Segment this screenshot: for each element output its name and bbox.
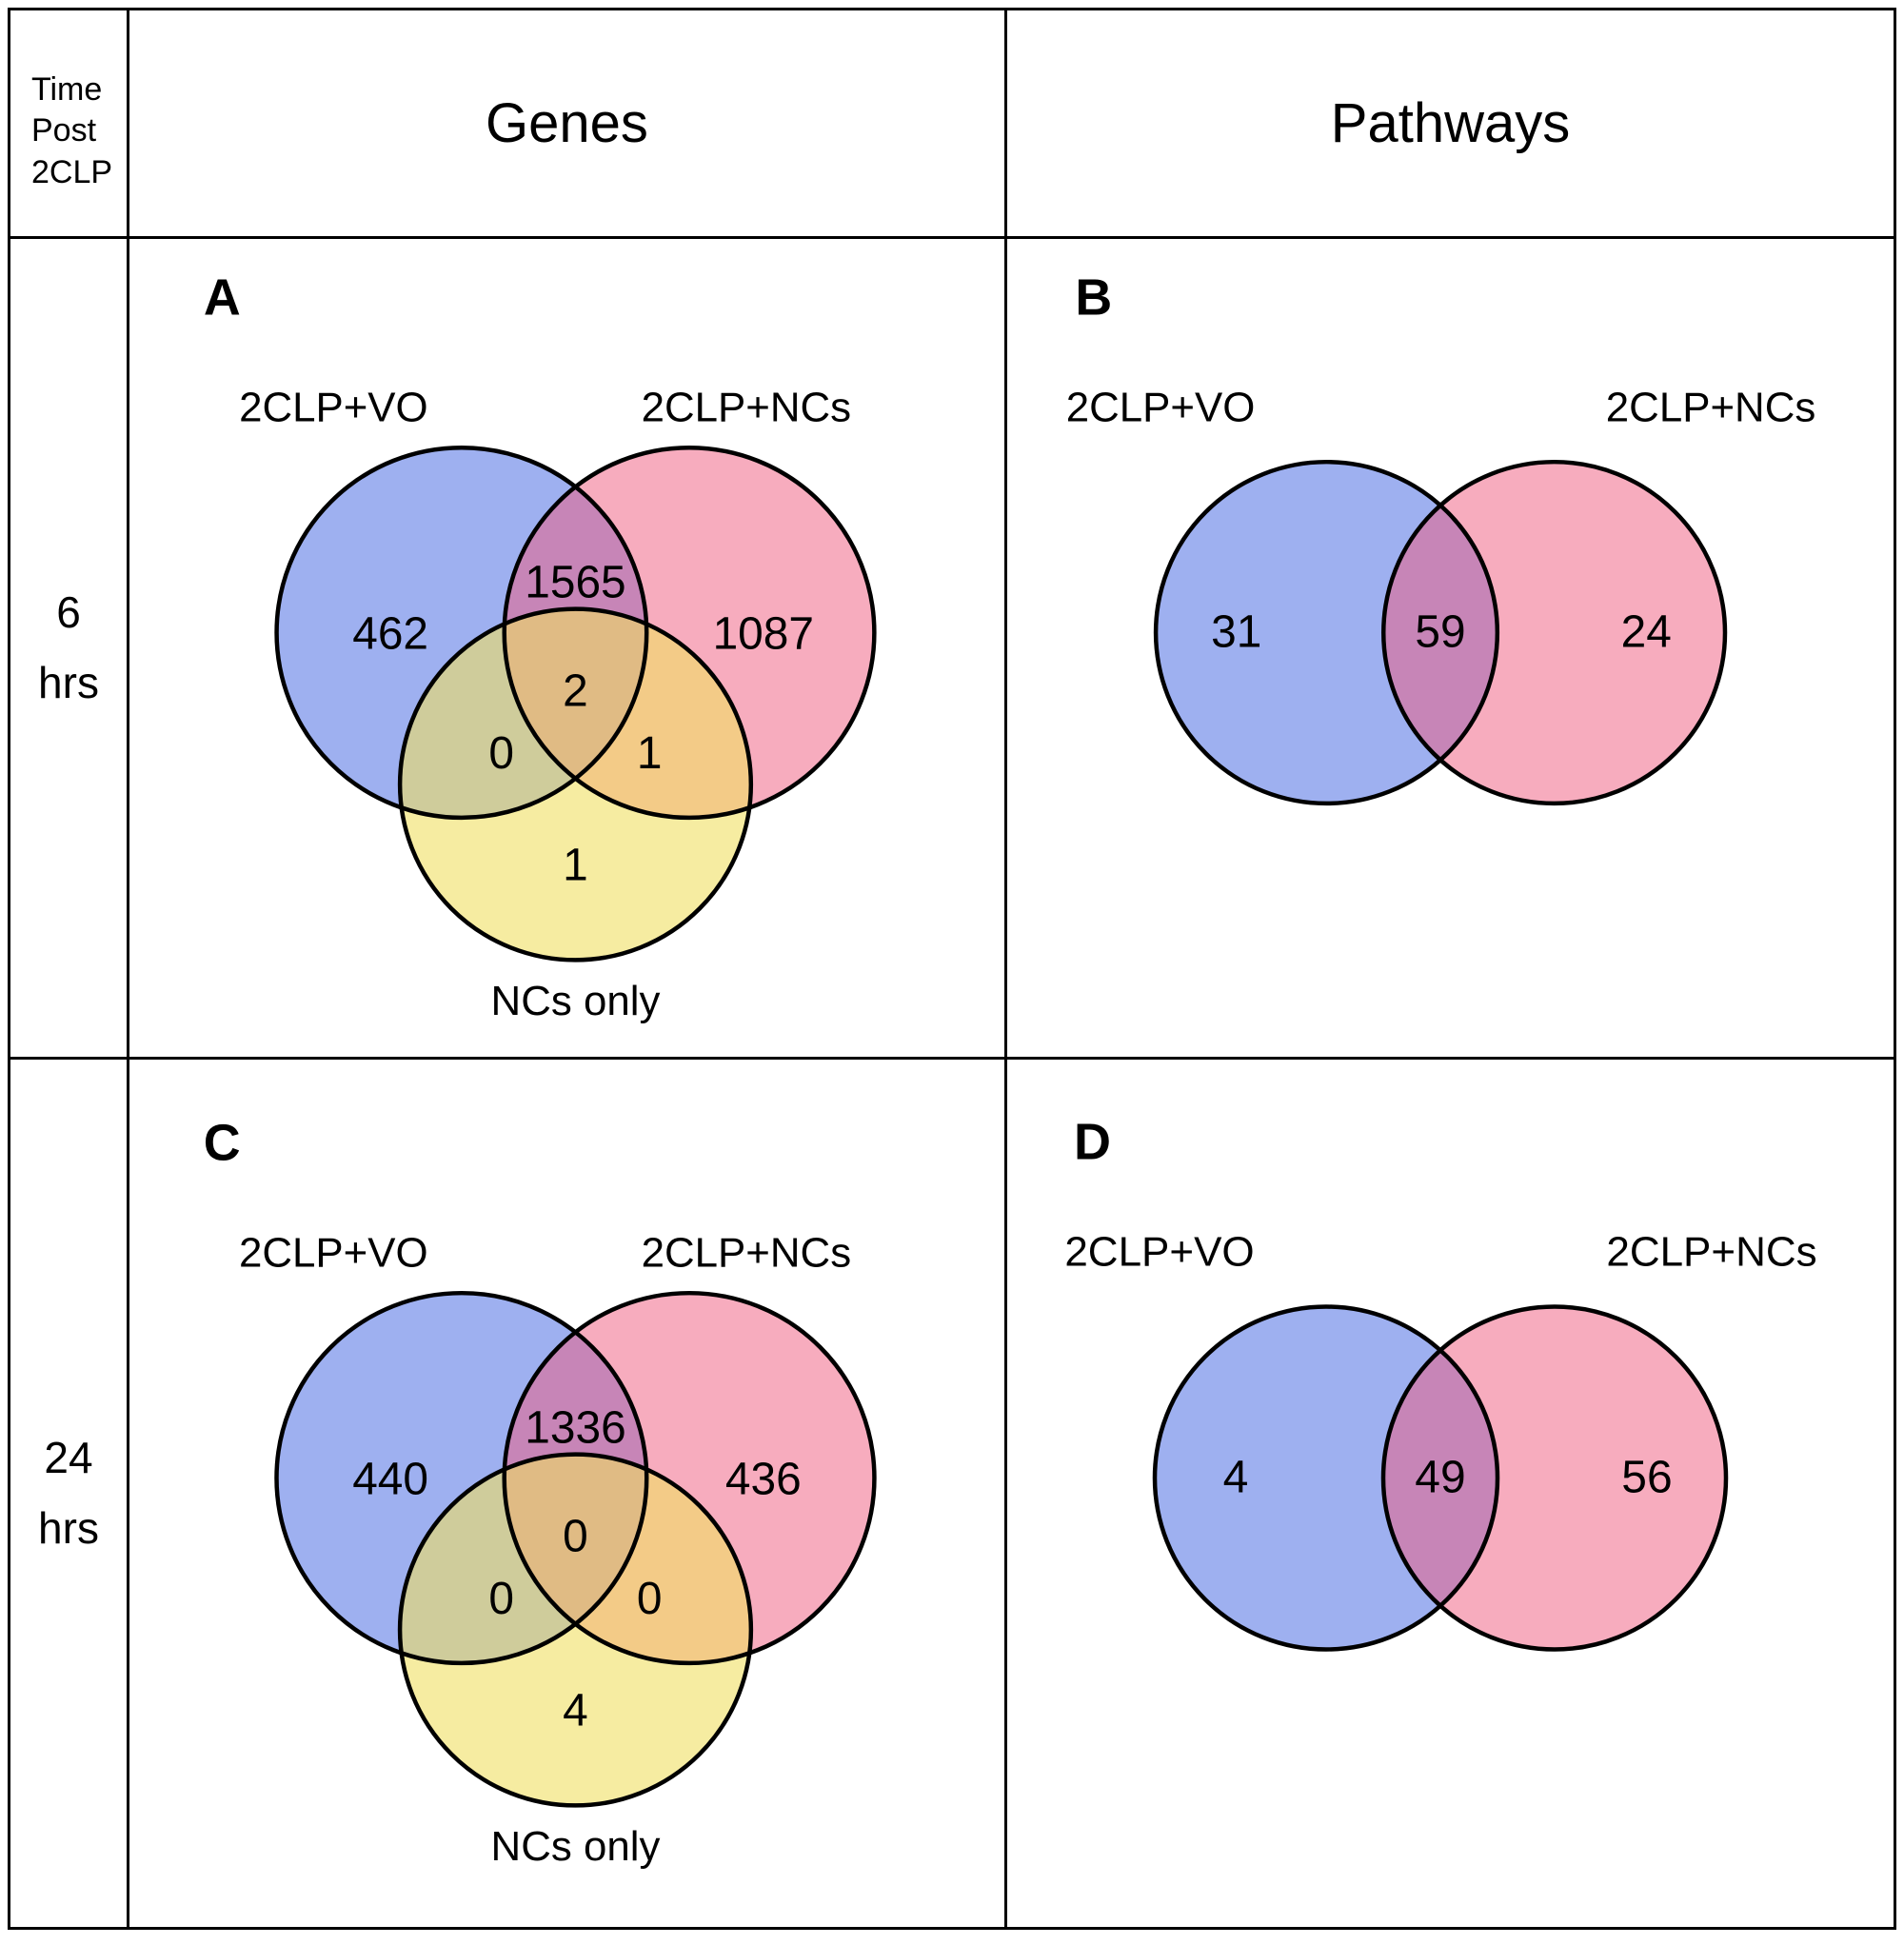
venn-d-count-ncs-only: 56: [1621, 1453, 1672, 1503]
header-corner-label: Time Post 2CLP: [31, 70, 113, 190]
venn-a-outline-ncsonly: [397, 606, 754, 963]
venn-a-count-vo-ncs: 1565: [525, 558, 625, 608]
venn-a-label-ncsonly: NCs only: [491, 978, 661, 1024]
venn-a-count-ncs-bottom: 1: [637, 728, 663, 779]
panel-letter-b: B: [1075, 269, 1112, 327]
venn2-diagram-b: B 2CLP+VO 2CLP+NCs 31 59 24: [1066, 269, 1815, 806]
venn-c-outline-ncsonly: [397, 1452, 754, 1808]
venn-b-label-ncs: 2CLP+NCs: [1606, 384, 1815, 430]
venn-a-outline-vo: [274, 445, 649, 821]
venn-b-label-vo: 2CLP+VO: [1066, 384, 1256, 430]
row-header-6hrs-cell: 6 hrs: [10, 239, 129, 1060]
venn-c-count-bottom-only: 4: [563, 1686, 588, 1737]
panel-letter-c: C: [204, 1115, 241, 1172]
row-label-6hrs: 6 hrs: [38, 586, 99, 707]
venn-a-count-ncs-only: 1087: [713, 608, 814, 659]
venn-c-count-vo-ncs: 1336: [525, 1403, 625, 1454]
venn-a-circle-ncsonly: [400, 608, 751, 961]
venn-c-outline-ncs: [502, 1290, 877, 1666]
header-corner-cell: Time Post 2CLP: [10, 10, 129, 239]
venn3-diagram-a: A 2CLP+VO 2CLP+NCs 462 1565 1087 2 0 1 1…: [204, 269, 877, 1024]
venn-d-outline-vo: [1152, 1304, 1500, 1652]
venn-c-label-ncs: 2CLP+NCs: [642, 1229, 852, 1276]
venn-d-count-overlap: 49: [1415, 1453, 1465, 1503]
panel-c-genes-24hrs: C 2CLP+VO 2CLP+NCs 440 1336 436 0 0 0 4 …: [129, 1060, 1007, 1927]
venn-d-outline-ncs: [1380, 1304, 1729, 1652]
venn-c-count-all-three: 0: [563, 1511, 588, 1561]
venn-c-count-ncs-only: 436: [725, 1454, 802, 1504]
venn-a-count-vo-bottom: 0: [488, 728, 514, 779]
venn-c-count-vo-bottom: 0: [488, 1574, 514, 1624]
venn-b-outline-ncs: [1381, 459, 1728, 806]
venn-b-count-vo-only: 31: [1211, 607, 1261, 658]
venn3-diagram-c: C 2CLP+VO 2CLP+NCs 440 1336 436 0 0 0 4 …: [204, 1115, 877, 1870]
header-pathways-cell: Pathways: [1007, 10, 1894, 239]
header-genes-cell: Genes: [129, 10, 1007, 239]
venn-d-label-vo: 2CLP+VO: [1064, 1229, 1254, 1276]
panel-letter-d: D: [1074, 1114, 1111, 1171]
venn-c-label-vo: 2CLP+VO: [239, 1229, 428, 1276]
row-header-24hrs-cell: 24 hrs: [10, 1060, 129, 1927]
venn-a-count-vo-only: 462: [352, 608, 428, 659]
row-label-24hrs: 24 hrs: [38, 1432, 99, 1553]
panel-d-pathways-24hrs: D 2CLP+VO 2CLP+NCs 4 49 56: [1007, 1060, 1894, 1927]
venn-c-count-vo-only: 440: [352, 1454, 428, 1504]
venn-d-circle-ncs: [1383, 1306, 1726, 1650]
panel-b-pathways-6hrs: B 2CLP+VO 2CLP+NCs 31 59 24: [1007, 239, 1894, 1060]
venn-c-count-ncs-bottom: 0: [637, 1574, 663, 1624]
venn-d-count-vo-only: 4: [1223, 1453, 1249, 1503]
venn-a-label-vo: 2CLP+VO: [239, 384, 428, 430]
venn2-diagram-d: D 2CLP+VO 2CLP+NCs 4 49 56: [1064, 1114, 1817, 1652]
figure-table: Time Post 2CLP Genes Pathways 6 hrs A 2C…: [8, 8, 1896, 1930]
venn-a-label-ncs: 2CLP+NCs: [642, 384, 851, 430]
venn-c-label-ncsonly: NCs only: [491, 1823, 661, 1870]
column-header-genes: Genes: [486, 92, 648, 154]
venn-d-label-ncs: 2CLP+NCs: [1606, 1229, 1816, 1276]
venn-c-outline-vo: [274, 1290, 649, 1666]
venn-b-circle-ncs: [1383, 462, 1725, 804]
venn-a-outline-ncs: [502, 445, 877, 821]
venn-a-count-all-three: 2: [563, 665, 588, 716]
venn-b-count-ncs-only: 24: [1621, 607, 1672, 658]
column-header-pathways: Pathways: [1330, 92, 1571, 154]
panel-a-genes-6hrs: A 2CLP+VO 2CLP+NCs 462 1565 1087 2 0 1 1…: [129, 239, 1007, 1060]
venn-a-count-bottom-only: 1: [563, 841, 588, 891]
venn-c-circle-ncsonly: [400, 1454, 751, 1806]
figure-grid: Time Post 2CLP Genes Pathways 6 hrs A 2C…: [10, 10, 1894, 1927]
venn-b-count-overlap: 59: [1415, 607, 1465, 658]
venn-b-outline-vo: [1153, 459, 1500, 806]
panel-letter-a: A: [204, 269, 241, 327]
